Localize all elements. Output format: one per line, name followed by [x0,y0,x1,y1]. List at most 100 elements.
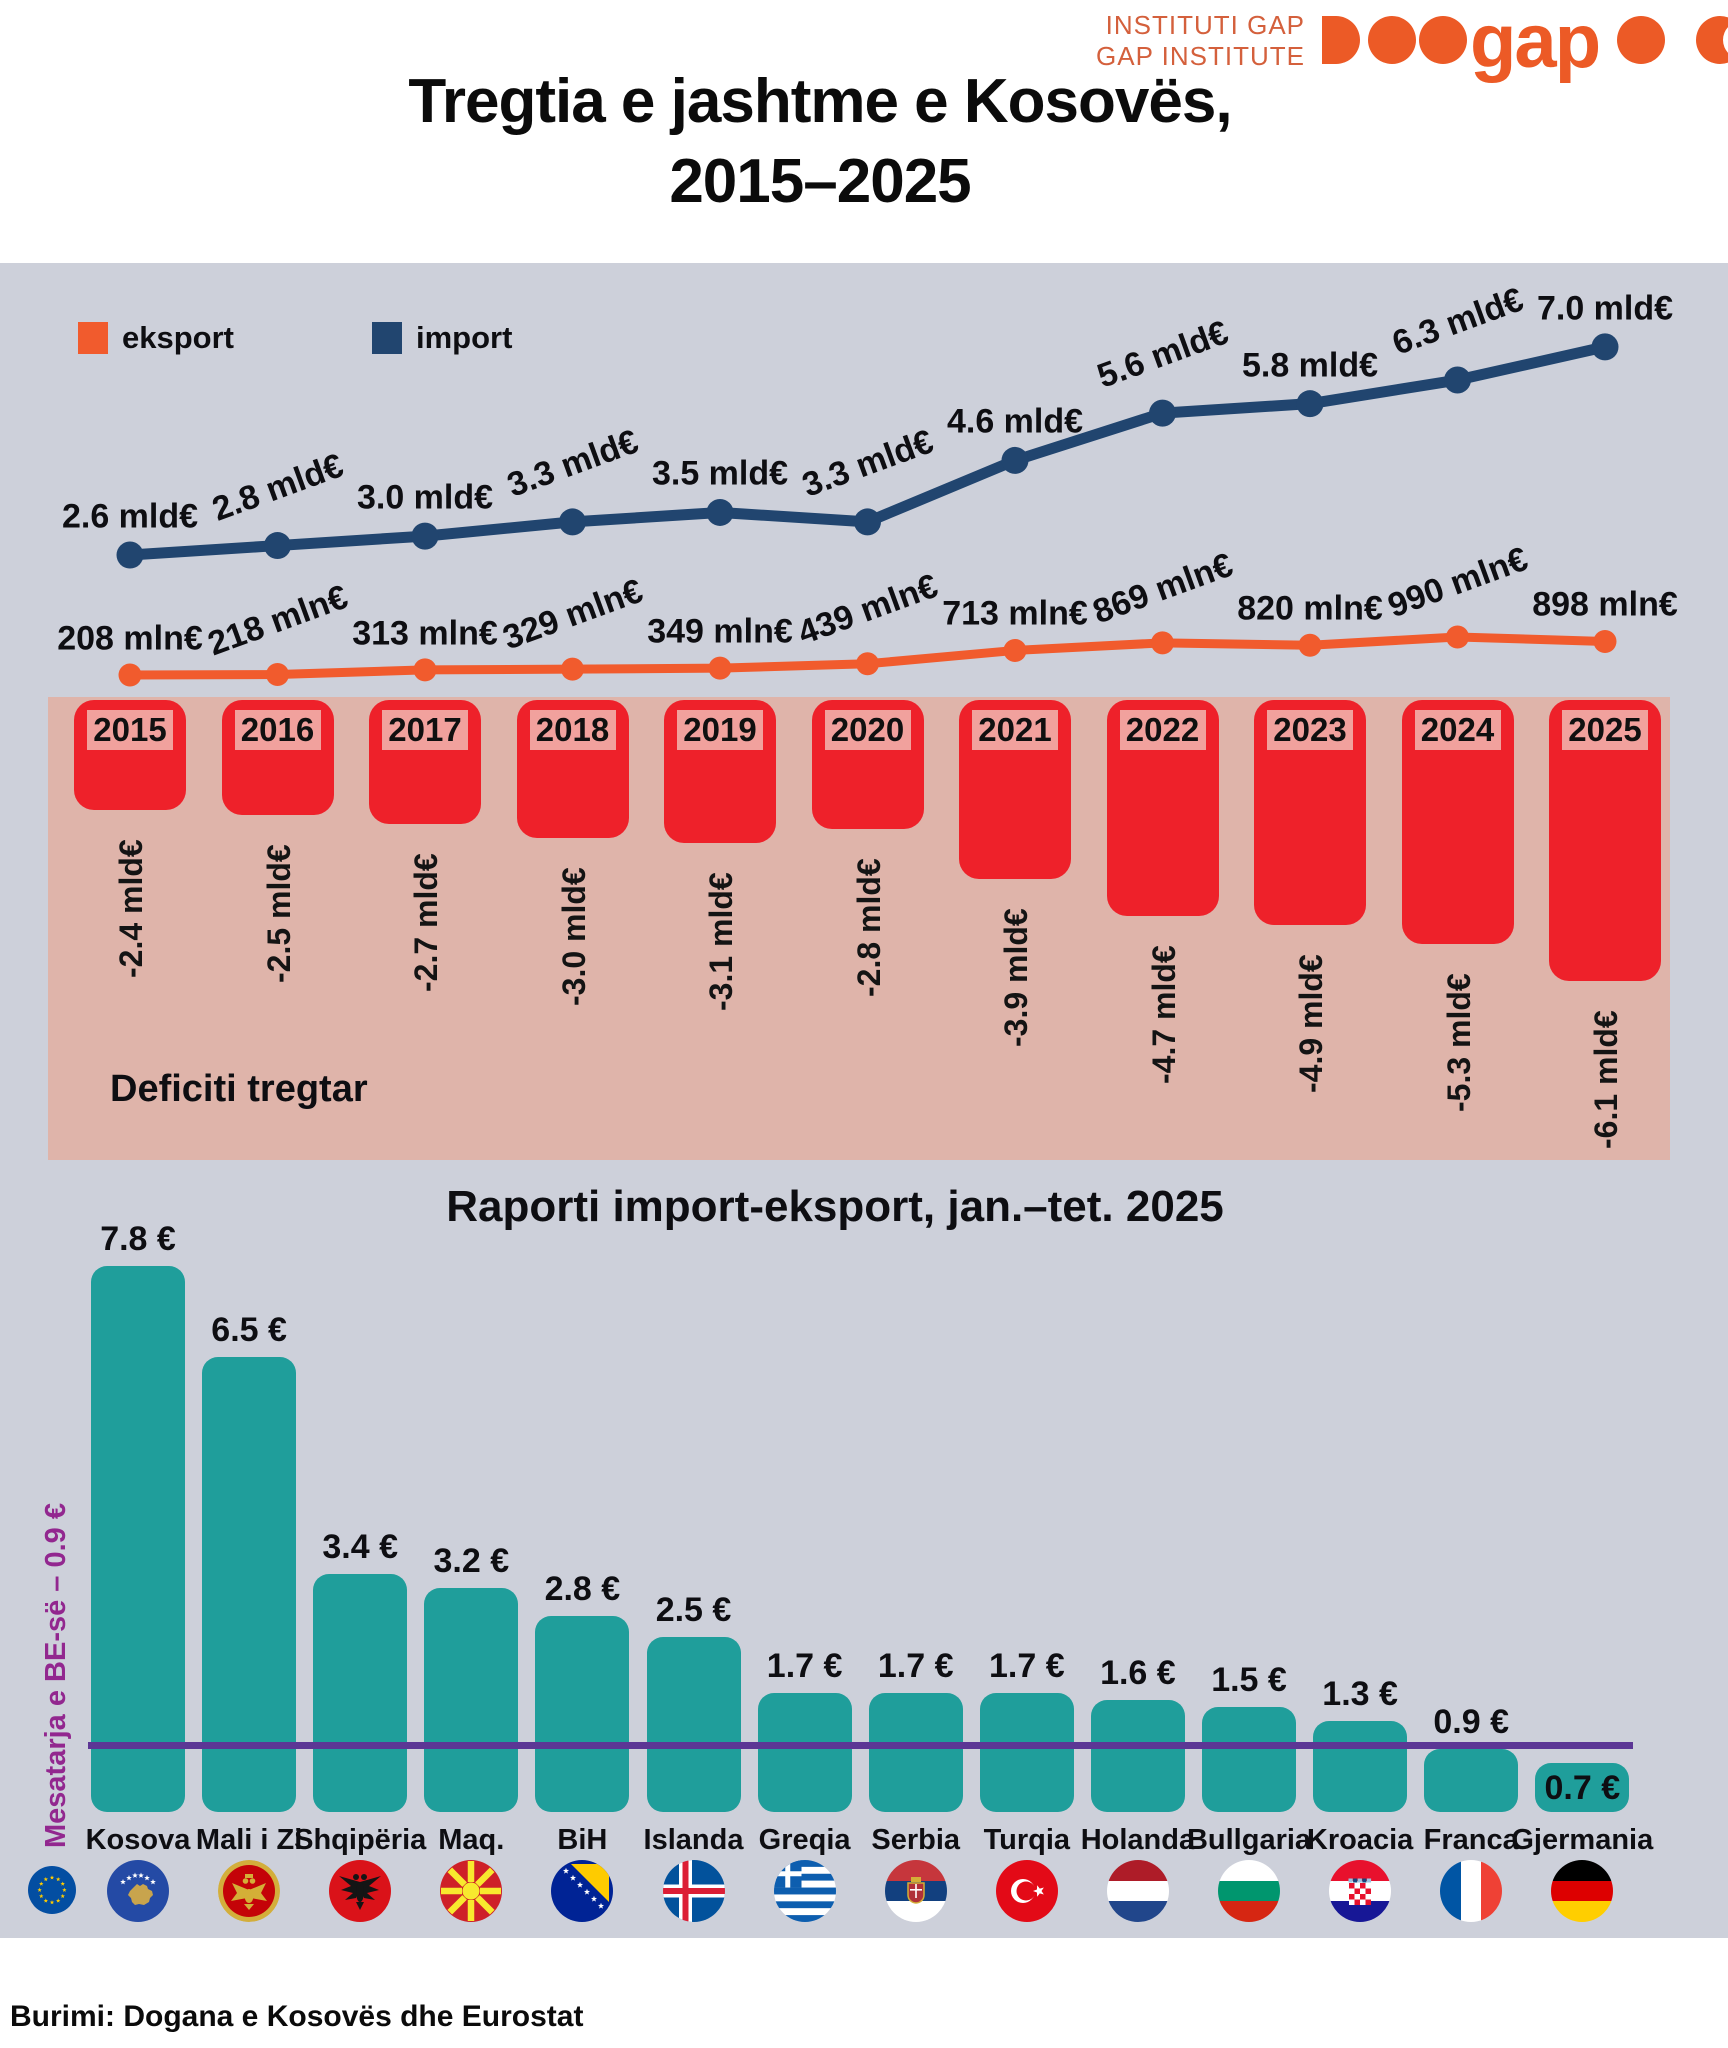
page-title-line2: 2015–2025 [669,147,971,216]
eksport-legend-label: eksport [122,320,234,355]
import-value-label: 3.0 mld€ [356,478,494,517]
country-label: Shqipëria [294,1824,427,1856]
eu-average-line [88,1742,1633,1749]
year-label: 2023 [1267,710,1353,750]
flag-greece-icon [773,1860,836,1922]
legend: eksport import [78,320,512,356]
ratio-value-label: 1.7 € [877,1647,954,1685]
ratio-value-label: 2.5 € [655,1591,732,1629]
ratio-value-label: 2.8 € [544,1570,621,1608]
eksport-value-label: 820 mln€ [1237,589,1383,628]
year-label: 2020 [824,710,911,750]
ratio-value-label: 7.8 € [100,1220,176,1258]
source-note: Burimi: Dogana e Kosovës dhe Eurostat [10,2000,584,2033]
year-label: 2022 [1119,710,1206,750]
ratio-bar [535,1616,630,1812]
deficit-chart-title: Deficiti tregtar [110,1068,368,1110]
year-label: 2016 [234,710,321,750]
ratio-value-label: 1.7 € [988,1647,1065,1685]
country-label: Islanda [643,1824,744,1856]
import-legend-swatch [371,322,402,354]
eksport-value-label: 208 mln€ [57,619,203,658]
flag-turkey-icon [995,1860,1058,1922]
import-value-label: 2.6 mld€ [61,497,199,536]
ratio-bar [91,1266,185,1812]
import-value-label: 5.8 mld€ [1241,346,1379,385]
eksport-value-label: 349 mln€ [647,612,793,651]
flag-netherlands-icon [1106,1860,1169,1922]
ratio-bar [1202,1707,1296,1812]
deficit-value-label: -2.4 mld€ [113,839,149,979]
eksport-value-label: 898 mln€ [1532,585,1678,624]
flag-macedonia-icon [440,1860,503,1922]
country-label: Franca [1423,1824,1519,1856]
flag-bulgaria-icon [1218,1860,1280,1922]
flag-kosovo-icon [107,1860,169,1922]
country-label: Greqia [758,1824,851,1856]
country-label: Kosova [85,1824,191,1856]
flag-iceland-icon [662,1860,725,1922]
ratio-value-label: 1.3 € [1322,1675,1398,1713]
country-label: Mali i Zi [195,1824,303,1856]
gap-logo-icon: gap [1322,0,1728,84]
institute-name: INSTITUTI GAP GAP INSTITUTE [1096,10,1305,72]
deficit-value-label: -4.7 mld€ [1145,945,1182,1085]
ratio-chart-title: Raporti import-eksport, jan.–tet. 2025 [446,1182,1224,1231]
country-label: Serbia [871,1824,961,1856]
eksport-legend-swatch [78,322,108,354]
ratio-value-label: 0.7 € [1544,1769,1621,1807]
eksport-value-label: 313 mln€ [352,614,498,653]
ratio-value-label: 1.5 € [1211,1661,1287,1699]
ratio-value-label: 3.4 € [322,1528,398,1566]
eksport-value-label: 713 mln€ [942,594,1088,633]
country-label: Kroacia [1306,1824,1414,1856]
year-label: 2021 [972,710,1058,750]
page-title: Tregtia e jashtme e Kosovës, 2015–2025 [220,62,1420,222]
deficit-value-label: -6.1 mld€ [1588,1009,1624,1149]
ratio-bar [424,1588,519,1812]
ratio-value-label: 1.6 € [1100,1654,1176,1692]
import-legend-label: import [415,320,513,355]
deficit-value-label: -3.0 mld€ [555,867,592,1006]
institute-name-line1: INSTITUTI GAP [1105,10,1305,40]
flag-croatia-icon [1329,1860,1392,1922]
institute-name-line2: GAP INSTITUTE [1096,41,1305,71]
import-value-label: 3.5 mld€ [651,454,789,493]
country-label: BiH [557,1824,608,1856]
ratio-bar [1535,1763,1630,1812]
flag-germany-icon [1551,1860,1614,1922]
year-label: 2024 [1414,710,1501,750]
flag-bosnia-icon [551,1860,614,1922]
ratio-bar [1424,1749,1519,1812]
page-title-line1: Tregtia e jashtme e Kosovës, [408,67,1232,136]
country-label: Gjermania [1511,1824,1654,1856]
flag-serbia-icon [884,1860,947,1922]
ratio-bar [313,1574,408,1812]
ratio-value-label: 6.5 € [211,1311,287,1349]
flag-eu-icon [28,1866,76,1914]
country-label: Holanda [1080,1824,1196,1856]
deficit-value-label: -2.5 mld€ [260,844,297,983]
ratio-value-label: 1.7 € [766,1647,843,1685]
deficit-value-label: -4.9 mld€ [1293,954,1329,1094]
year-label: 2018 [529,710,616,750]
country-label: Turqia [983,1824,1071,1856]
year-label: 2019 [677,710,763,750]
deficit-value-label: -3.9 mld€ [998,908,1034,1048]
deficit-value-label: -2.8 mld€ [850,858,887,997]
ratio-value-label: 0.9 € [1433,1703,1509,1741]
flag-montenegro-icon [218,1860,281,1922]
flag-france-icon [1440,1860,1503,1922]
deficit-value-label: -5.3 mld€ [1440,973,1477,1112]
country-label: Bullgaria [1186,1824,1312,1856]
ratio-bar [979,1693,1074,1812]
ratio-bar [1313,1721,1408,1812]
ratio-bar [868,1693,963,1812]
year-label: 2015 [87,710,173,750]
year-label: 2017 [382,710,468,750]
country-label: Maq. [438,1824,505,1856]
ratio-bar [1090,1700,1185,1812]
flag-albania-icon [329,1860,392,1922]
eu-average-label: Mesatarja e BE-së – 0.9 € [40,1503,72,1848]
